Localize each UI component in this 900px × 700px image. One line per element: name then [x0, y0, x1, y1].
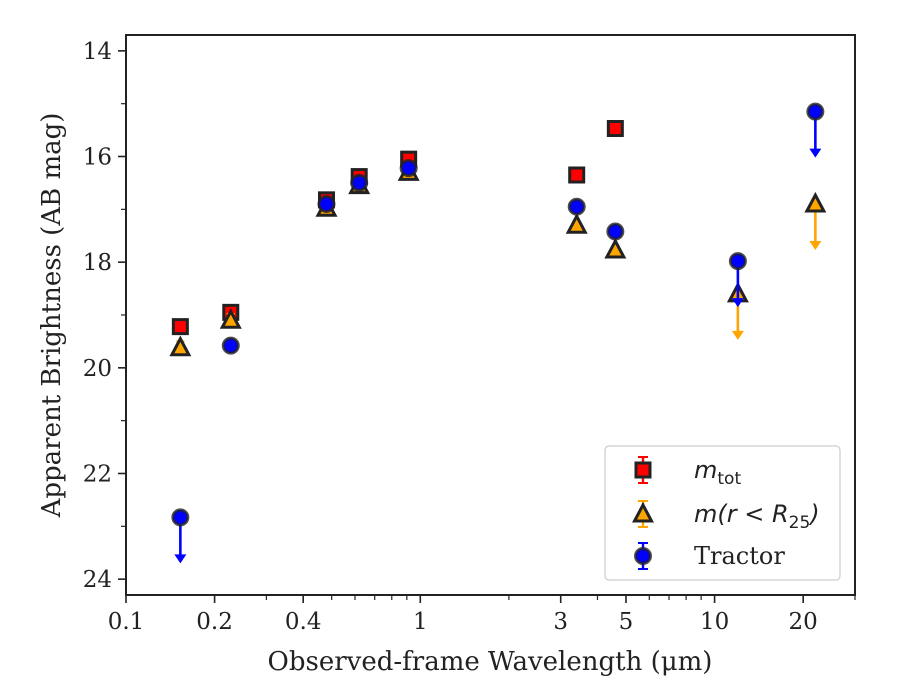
- x-axis-title: Observed-frame Wavelength (μm): [268, 647, 713, 677]
- data-point: [169, 335, 192, 357]
- x-tick-label: 1: [413, 609, 428, 635]
- y-tick-label: 24: [83, 567, 112, 593]
- upper-limit-arrow-head: [809, 241, 822, 251]
- x-tick-label: 0.2: [196, 609, 233, 635]
- y-axis: 14 16 18 20 22 24: [83, 39, 126, 593]
- upper-limit-arrow-head: [174, 554, 187, 564]
- data-point: [221, 336, 240, 355]
- legend-label-mtot: mtot: [694, 456, 741, 489]
- data-point: [568, 166, 586, 184]
- legend: mtot m(r < R25) Tractor: [604, 445, 841, 581]
- data-point: [806, 102, 825, 121]
- y-axis-title: Apparent Brightness (AB mag): [37, 113, 67, 519]
- series-tractor: [171, 102, 825, 564]
- y-tick-label: 14: [83, 39, 112, 65]
- y-tick-label: 22: [83, 461, 112, 487]
- legend-marker-m-r-lt-r25: [632, 501, 654, 523]
- data-point: [317, 195, 336, 214]
- data-point: [171, 508, 190, 527]
- upper-limit-arrow-head: [809, 148, 822, 158]
- x-tick-label: 10: [700, 609, 729, 635]
- legend-box: [604, 445, 841, 581]
- data-point: [567, 197, 586, 216]
- x-tick-label: 0.4: [285, 609, 322, 635]
- data-point: [728, 252, 747, 271]
- data-point: [219, 308, 242, 329]
- legend-label-tractor: Tractor: [694, 542, 785, 570]
- data-marks: [169, 102, 827, 564]
- legend-label-m-r-lt-r25: m(r < R25): [694, 500, 820, 533]
- data-point: [565, 212, 588, 234]
- upper-limit-arrow-head: [731, 298, 744, 308]
- data-point: [604, 237, 627, 259]
- x-tick-label: 5: [619, 609, 634, 635]
- x-tick-label: 3: [553, 609, 568, 635]
- x-tick-label: 0.1: [108, 609, 145, 635]
- data-point: [606, 120, 624, 138]
- y-tick-label: 20: [83, 356, 112, 382]
- legend-marker-mtot: [634, 461, 652, 479]
- upper-limit-arrow-head: [731, 330, 744, 340]
- data-point: [399, 159, 418, 178]
- data-point: [171, 318, 189, 336]
- data-point: [606, 222, 625, 241]
- y-tick-label: 16: [83, 145, 112, 171]
- data-point: [804, 191, 827, 213]
- x-tick-label: 20: [789, 609, 818, 635]
- y-tick-label: 18: [83, 250, 112, 276]
- x-axis: 0.1 0.2 0.4 1 3 5 10 20: [108, 595, 856, 635]
- legend-marker-tractor: [634, 547, 652, 565]
- data-point: [350, 173, 369, 192]
